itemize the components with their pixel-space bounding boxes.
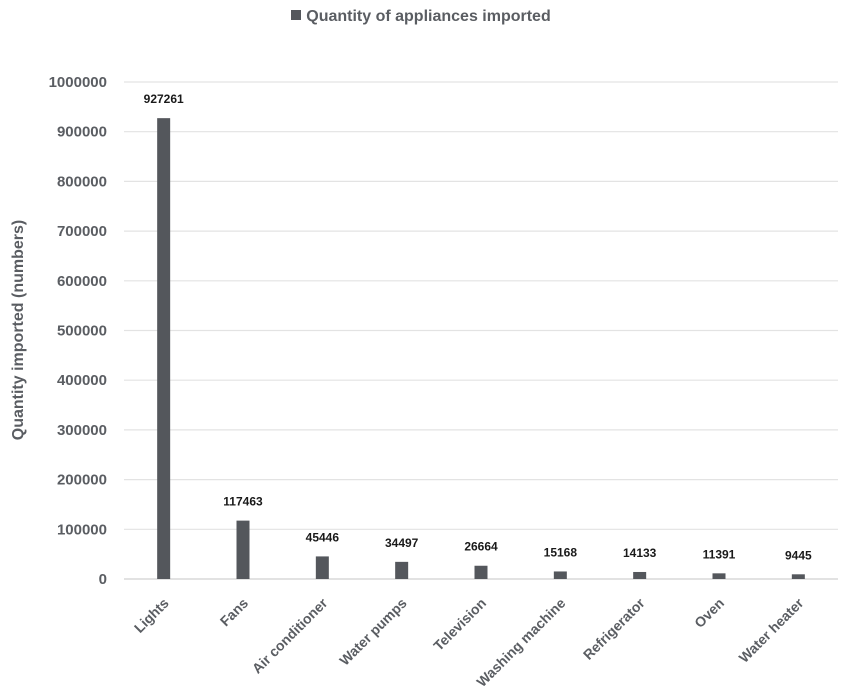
bar (236, 520, 250, 579)
y-tick-label: 500000 (57, 323, 107, 340)
legend-label: Quantity of appliances imported (306, 8, 551, 25)
y-axis-title: Quantity imported (numbers) (10, 219, 27, 441)
x-category-label: Television (430, 595, 489, 654)
data-label: 45446 (306, 530, 340, 544)
y-tick-label: 900000 (57, 124, 107, 141)
y-tick-label: 0 (99, 571, 107, 588)
x-category-label: Water pumps (336, 595, 410, 669)
x-category-label: Lights (131, 595, 172, 636)
bar (553, 571, 567, 579)
x-category-label: Fans (217, 595, 252, 630)
data-label: 14133 (623, 546, 657, 560)
legend-swatch (291, 10, 302, 20)
data-label: 11391 (703, 547, 736, 561)
y-tick-label: 700000 (57, 223, 107, 240)
y-tick-label: 200000 (57, 472, 107, 489)
y-tick-label: 600000 (57, 273, 107, 290)
y-tick-label: 800000 (57, 173, 107, 190)
data-label: 15168 (544, 545, 578, 559)
y-tick-label: 1000000 (49, 74, 107, 91)
bar (315, 556, 329, 579)
y-tick-label: 300000 (57, 422, 107, 439)
y-tick-label: 400000 (57, 372, 107, 389)
bar (474, 565, 488, 579)
data-label: 927261 (144, 92, 184, 106)
bar (712, 573, 726, 579)
data-label: 9445 (785, 548, 812, 562)
x-category-label: Refrigerator (580, 594, 648, 662)
x-category-label: Air conditioner (249, 594, 331, 676)
x-category-label: Oven (691, 595, 727, 631)
data-label: 117463 (223, 495, 263, 509)
data-label: 34497 (385, 536, 419, 550)
legend: Quantity of appliances imported (0, 8, 842, 26)
x-category-label: Water heater (736, 594, 807, 665)
bar (157, 118, 171, 580)
y-tick-label: 100000 (57, 521, 107, 538)
bar (633, 571, 647, 579)
x-category-label: Washing machine (473, 595, 568, 690)
bar (395, 561, 409, 579)
bar (791, 574, 805, 579)
data-label: 26664 (464, 540, 498, 554)
